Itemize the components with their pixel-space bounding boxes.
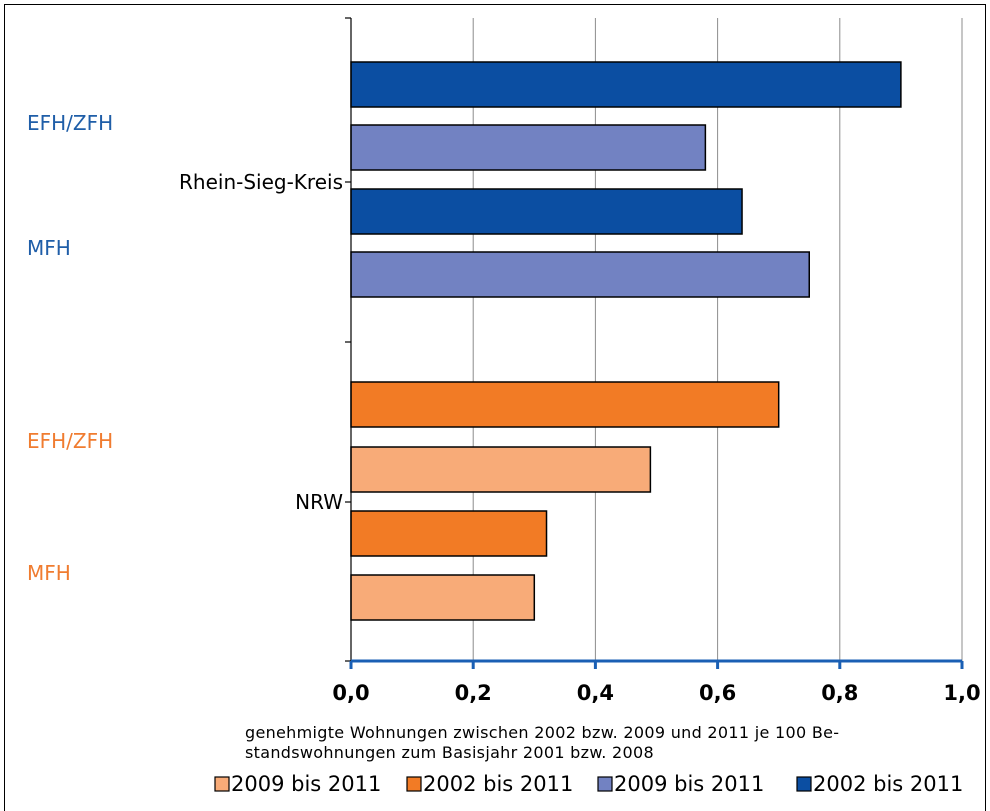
legend-swatch (597, 776, 613, 792)
subgroup-label: MFH (27, 236, 71, 260)
subgroup-label: MFH (27, 561, 71, 585)
gridlines (472, 18, 963, 661)
legend-label: 2009 bis 2011 (231, 772, 381, 796)
x-tick-label: 0,4 (577, 681, 614, 705)
bar (350, 446, 652, 493)
bar (350, 188, 743, 235)
axes (345, 17, 964, 669)
chart-frame (4, 4, 986, 811)
bar (350, 574, 536, 621)
bar (350, 381, 780, 428)
x-tick-label: 1,0 (943, 681, 980, 705)
subgroup-label: EFH/ZFH (27, 429, 113, 453)
category-label: NRW (295, 490, 343, 514)
legend-label: 2002 bis 2011 (813, 772, 963, 796)
legend-swatch (214, 776, 230, 792)
bar (350, 124, 707, 171)
legend-label: 2002 bis 2011 (423, 772, 573, 796)
legend-swatch (406, 776, 422, 792)
x-tick-label: 0,2 (455, 681, 492, 705)
bar (350, 61, 902, 108)
x-tick-label: 0,0 (332, 681, 369, 705)
x-axis-title: genehmigte Wohnungen zwischen 2002 bzw. … (245, 723, 839, 742)
bar (350, 251, 810, 298)
legend-swatch (796, 776, 812, 792)
category-label: Rhein-Sieg-Kreis (179, 170, 343, 194)
bars (350, 61, 902, 621)
bar (350, 510, 548, 557)
subgroup-label: EFH/ZFH (27, 111, 113, 135)
legend: 2009 bis 2011 2002 bis 2011 2009 bis 2011 2… (214, 772, 963, 796)
x-tick-label: 0,8 (821, 681, 858, 705)
x-tick-label: 0,6 (699, 681, 736, 705)
labels: Rhein-Sieg-Kreis EFH/ZFH MFH NRW EFH/ZFH MFH 0… (27, 111, 981, 762)
x-axis-title: standswohnungen zum Basisjahr 2001 bzw. … (245, 743, 654, 762)
legend-label: 2009 bis 2011 (614, 772, 764, 796)
